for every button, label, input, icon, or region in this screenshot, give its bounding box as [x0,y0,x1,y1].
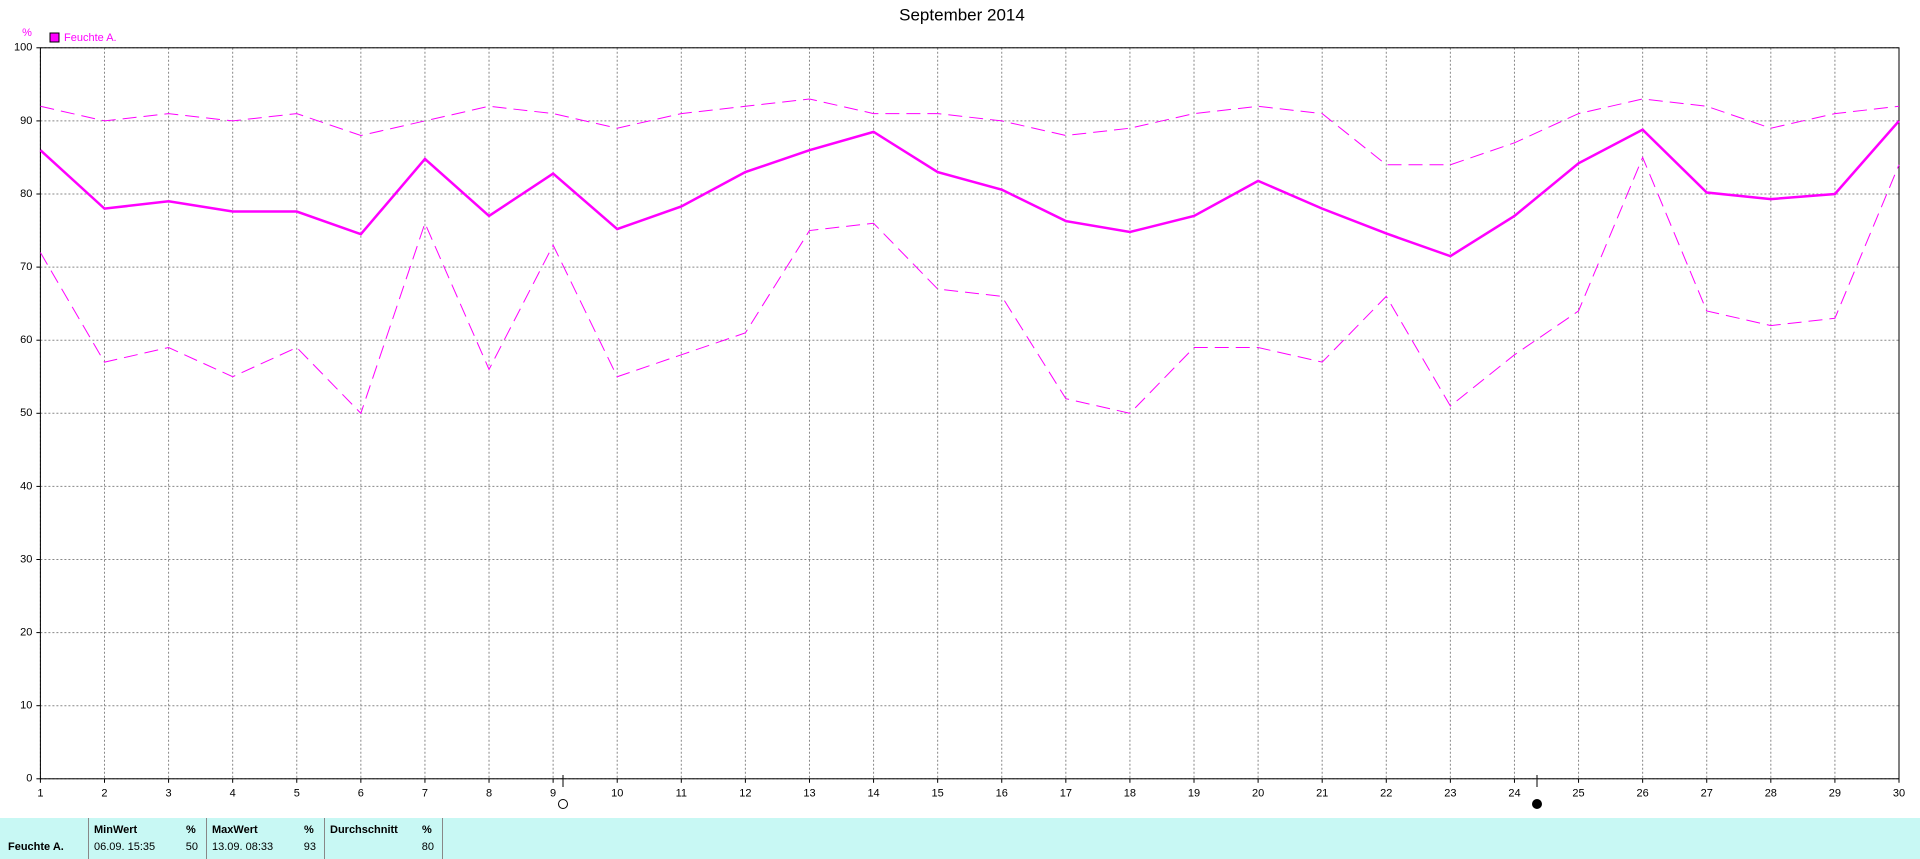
column-value: 80 [421,841,434,853]
column-divider [88,818,89,859]
x-tick-label: 26 [1637,788,1649,800]
x-tick-label: 14 [867,788,879,800]
column-header: Durchschnitt [330,824,398,836]
y-tick-label: 40 [20,480,32,492]
mean-line [39,120,1900,258]
chart: September 2014 % Feuchte A. 0 10 20 30 40 50 6… [14,5,1905,809]
x-tick-label: 12 [739,788,751,800]
new-moon-icon [558,799,568,809]
x-tick-label: 30 [1893,788,1905,800]
legend-label: Feuchte A. [64,32,117,44]
x-tick-label: 24 [1508,788,1520,800]
x-tick-label: 13 [803,788,815,800]
plot-frame [39,47,1900,780]
column-time: 06.09. 15:35 [94,841,156,853]
column-time: 13.09. 08:33 [212,841,274,853]
x-tick-label: 28 [1765,788,1777,800]
x-tick-label: 3 [166,788,172,800]
x-tick-label: 11 [676,788,687,800]
x-tick-label: 22 [1380,788,1392,800]
column-unit: % [186,824,196,836]
legend-swatch [49,32,60,43]
summary-table: Feuchte A. MinWert% 06.09. 15:35 50 MaxWert… [0,818,1920,859]
x-tick-label: 7 [422,788,428,800]
x-tick-label: 19 [1188,788,1200,800]
x-tick-label: 21 [1316,788,1328,800]
column-divider [206,818,207,859]
x-tick-label: 4 [230,788,236,800]
x-tick-label: 29 [1829,788,1841,800]
y-tick-label: 90 [20,115,32,127]
row-label: Feuchte A. [8,841,64,853]
x-tick-label: 6 [358,788,364,800]
x-tick-label: 1 [37,788,43,800]
x-tick-label: 2 [101,788,107,800]
y-tick-label: 60 [20,334,32,346]
y-tick-label: 0 [26,773,32,785]
y-tick-label: 50 [20,407,32,419]
y-tick-label: 10 [20,700,32,712]
x-tick-label: 23 [1444,788,1456,800]
column-value: 93 [303,841,316,853]
y-unit: % [22,27,32,39]
full-moon-icon [1532,799,1542,809]
x-tick-label: 10 [611,788,623,800]
chart-title: September 2014 [899,5,1025,24]
x-tick-label: 15 [932,788,944,800]
x-tick-label: 17 [1060,788,1072,800]
column-unit: % [422,824,432,836]
column-value: 50 [185,841,198,853]
range-line [39,156,1900,415]
x-tick-label: 18 [1124,788,1136,800]
column-divider [324,818,325,859]
y-tick-label: 70 [20,261,32,273]
y-tick-label: 20 [20,627,32,639]
range-line [40,98,1900,166]
column-header: MinWert [94,824,138,836]
x-tick-label: 8 [486,788,492,800]
y-tick-label: 30 [20,553,32,565]
x-tick-label: 25 [1572,788,1584,800]
x-tick-label: 20 [1252,788,1264,800]
x-tick-label: 27 [1701,788,1713,800]
y-tick-label: 80 [20,188,32,200]
column-divider [442,818,443,859]
x-tick-label: 9 [550,788,556,800]
x-tick-label: 16 [996,788,1008,800]
column-unit: % [304,824,314,836]
column-header: MaxWert [212,824,258,836]
x-tick-label: 5 [294,788,300,800]
y-tick-label: 100 [14,42,32,54]
